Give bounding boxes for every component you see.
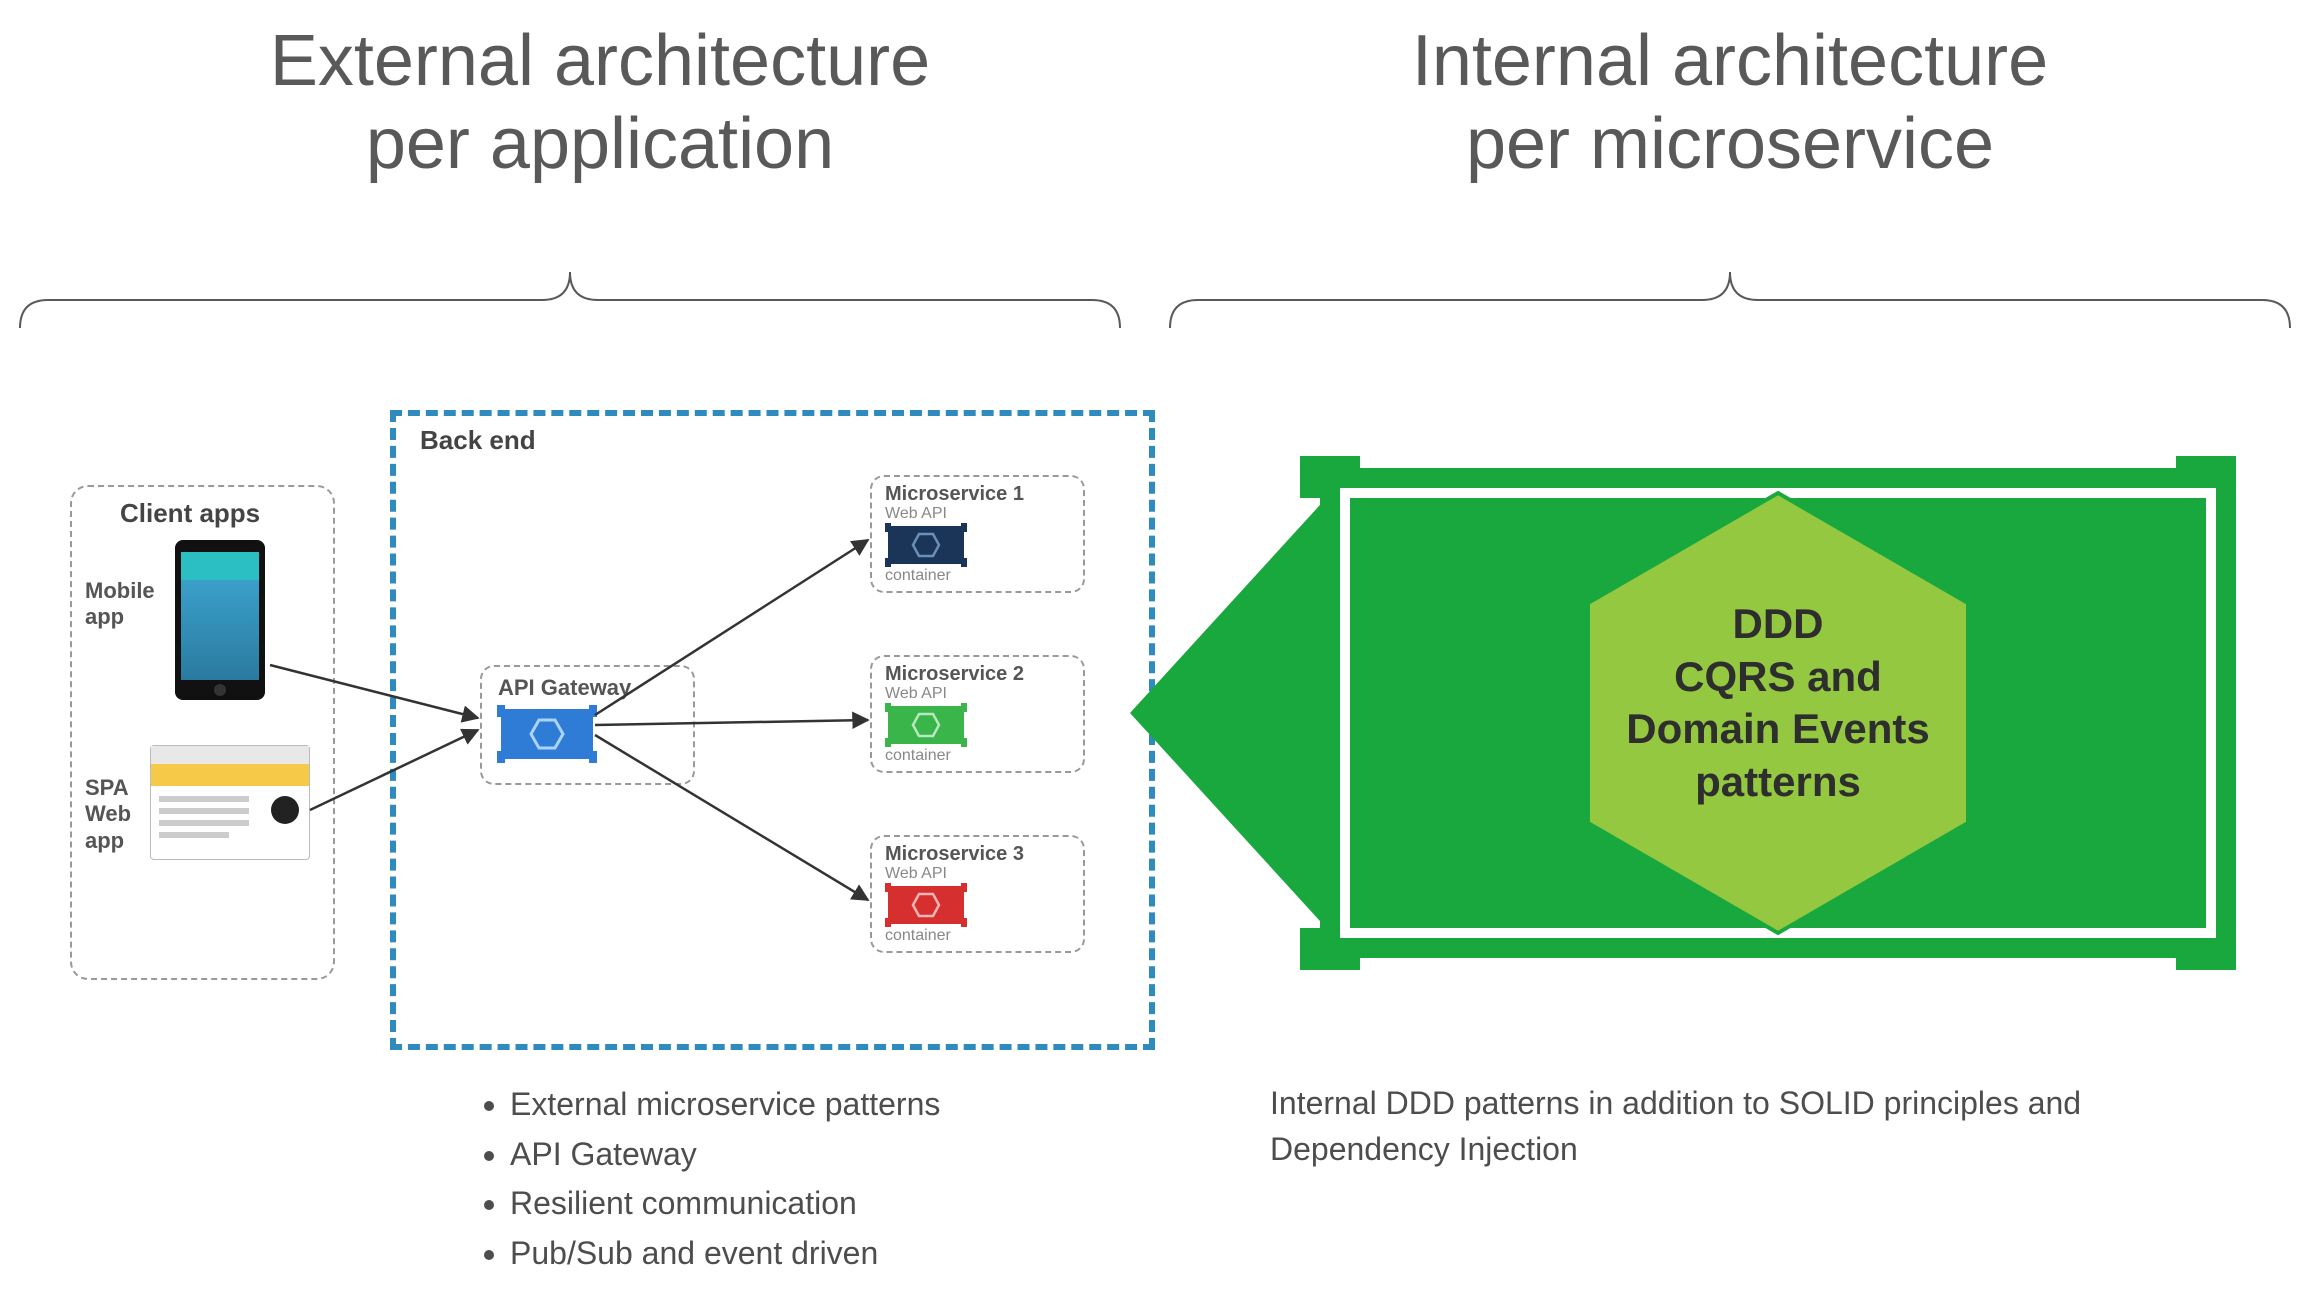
green-shape: [0, 0, 2321, 1100]
hexagon-text: DDD CQRS and Domain Events patterns: [1588, 598, 1968, 808]
external-bullets: External microservice patterns API Gatew…: [470, 1080, 940, 1278]
hex-line1: DDD: [1733, 600, 1824, 647]
hex-line3: Domain Events: [1626, 705, 1929, 752]
bullet-2: API Gateway: [510, 1130, 940, 1180]
hex-line2: CQRS and: [1674, 653, 1882, 700]
bullet-3: Resilient communication: [510, 1179, 940, 1229]
hex-line4: patterns: [1695, 758, 1861, 805]
bullet-4: Pub/Sub and event driven: [510, 1229, 940, 1279]
internal-caption: Internal DDD patterns in addition to SOL…: [1270, 1080, 2170, 1173]
